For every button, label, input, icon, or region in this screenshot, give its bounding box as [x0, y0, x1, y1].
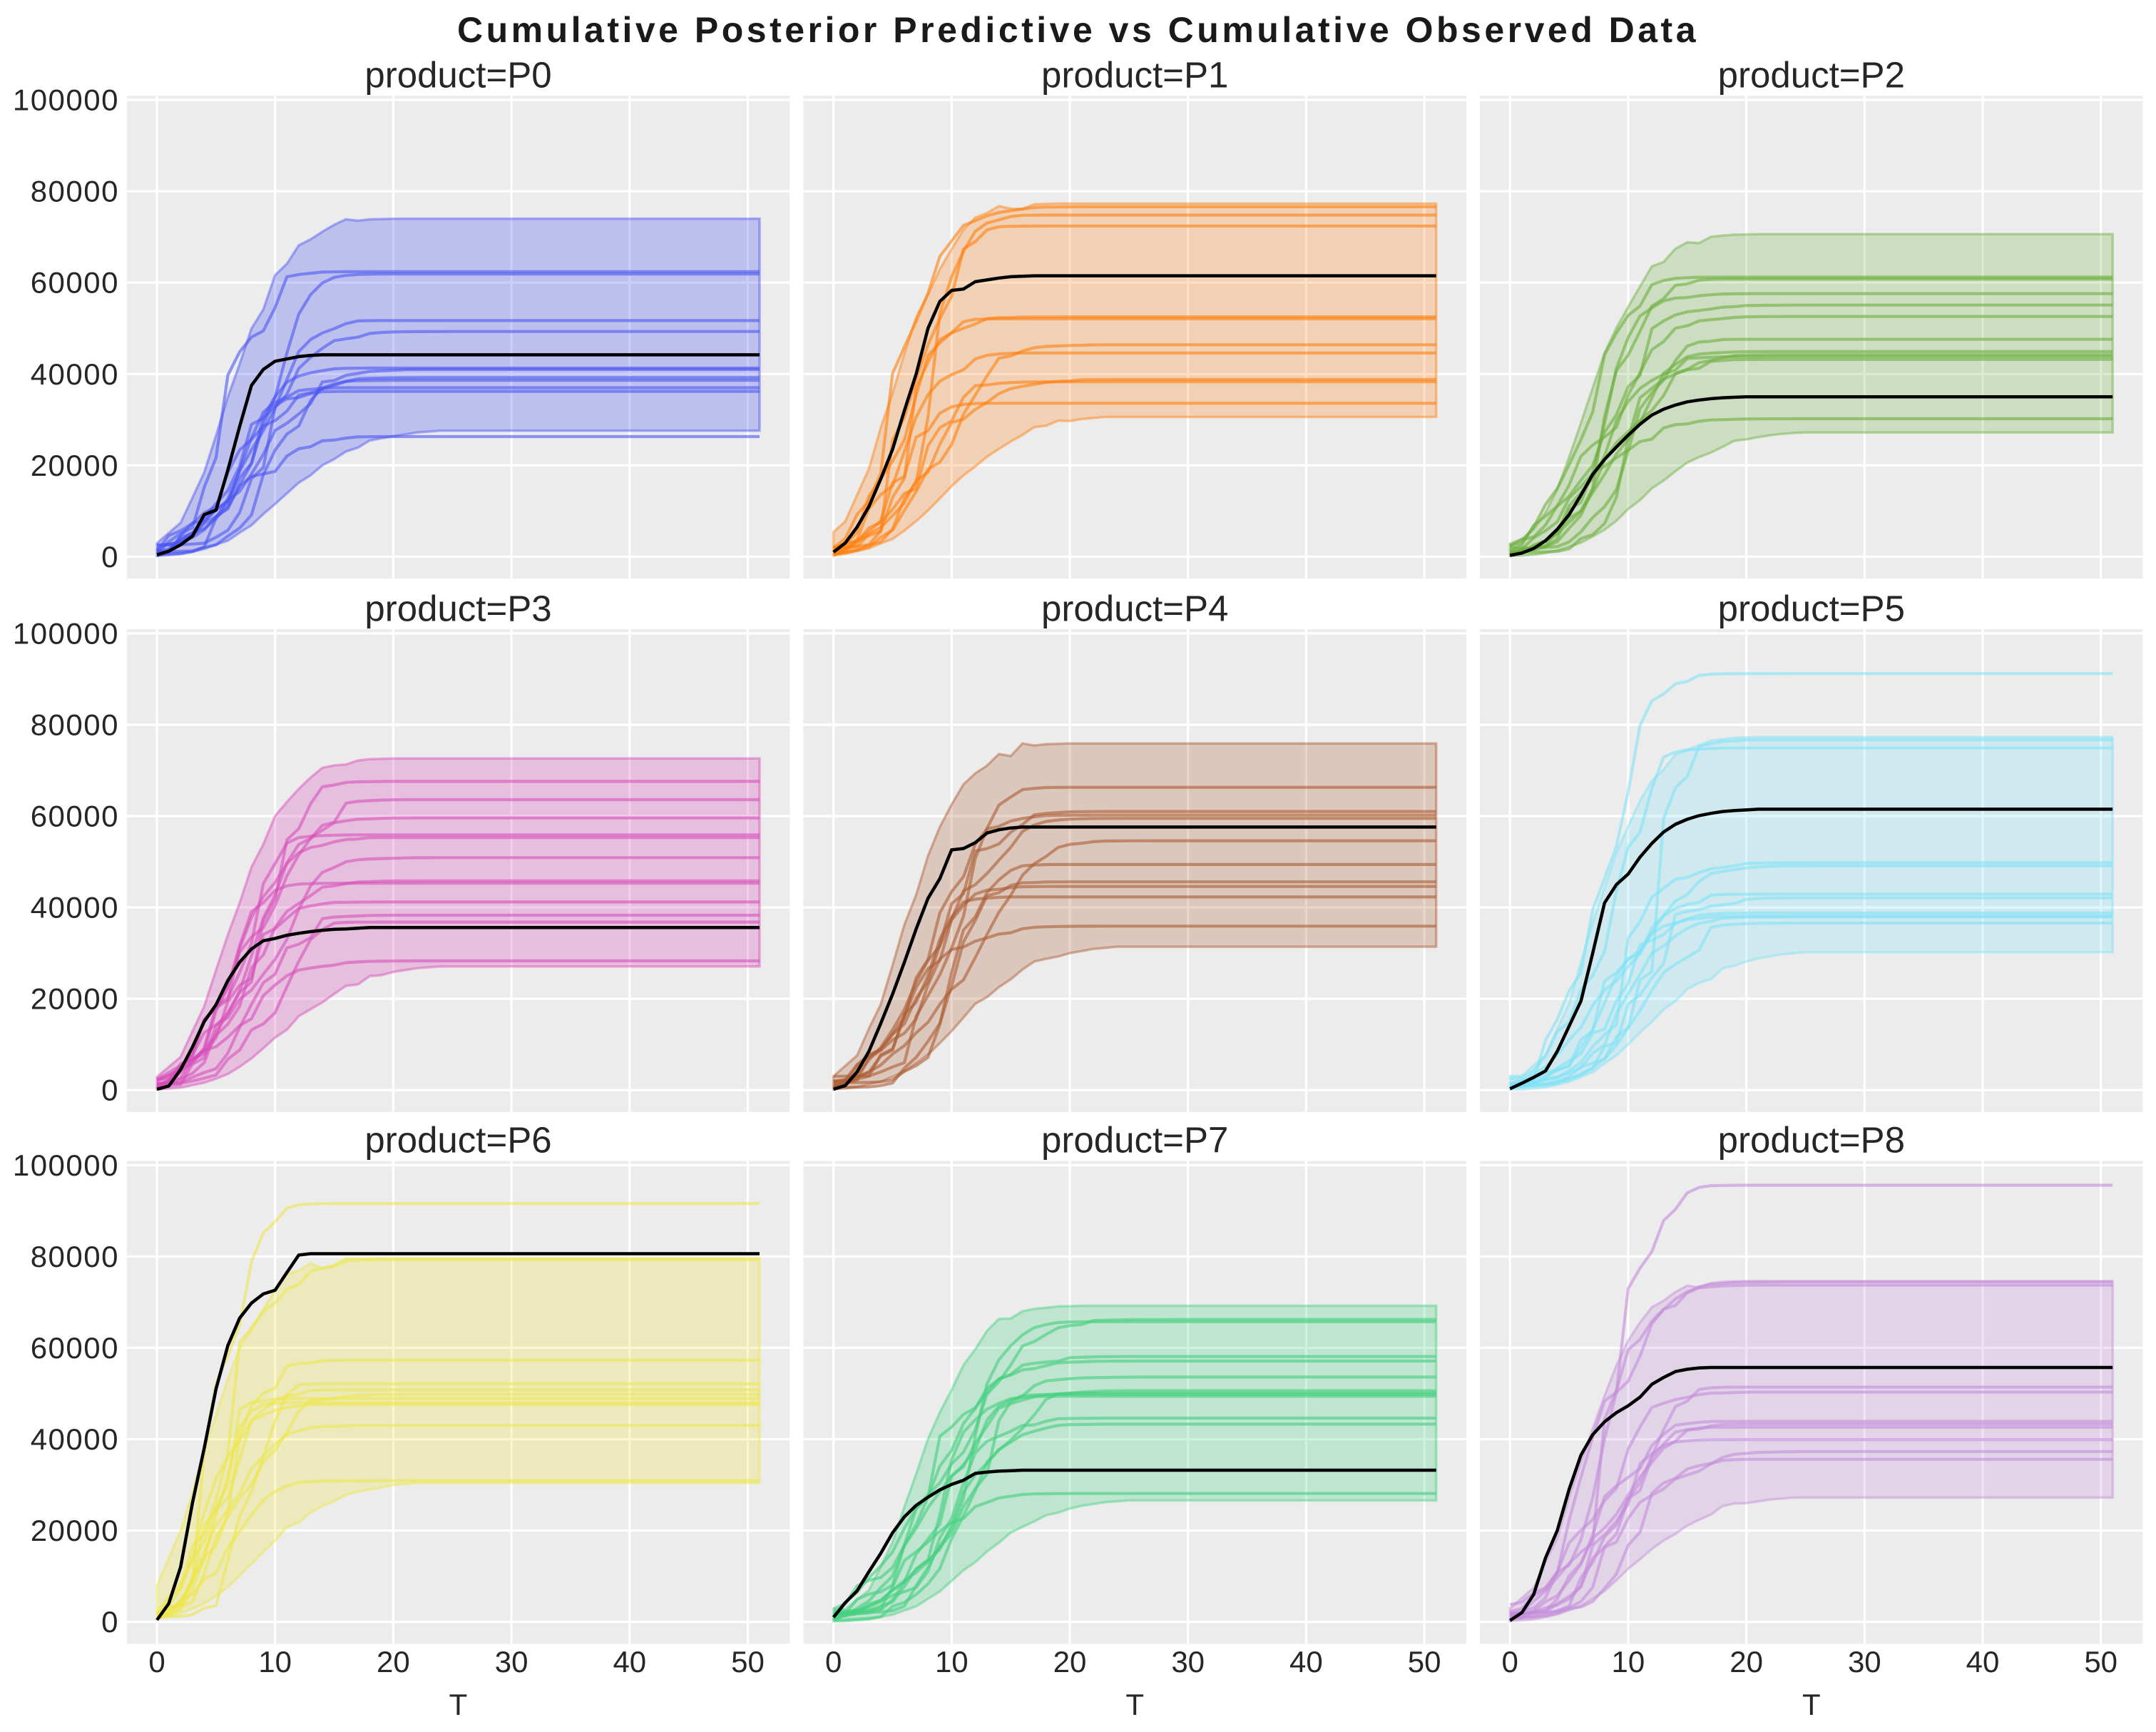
- svg-text:40: 40: [1289, 1645, 1323, 1678]
- svg-text:20000: 20000: [31, 1514, 119, 1547]
- svg-text:20: 20: [1053, 1645, 1087, 1678]
- svg-text:80000: 80000: [31, 175, 119, 208]
- svg-text:20000: 20000: [31, 982, 119, 1016]
- svg-text:80000: 80000: [31, 1240, 119, 1273]
- svg-text:product=P4: product=P4: [1041, 588, 1228, 628]
- svg-text:50: 50: [731, 1645, 765, 1678]
- svg-text:100000: 100000: [13, 1148, 119, 1182]
- svg-text:30: 30: [1848, 1645, 1881, 1678]
- svg-text:product=P6: product=P6: [364, 1120, 551, 1161]
- svg-text:0: 0: [825, 1645, 842, 1678]
- svg-text:10: 10: [258, 1645, 292, 1678]
- svg-text:50: 50: [1408, 1645, 1441, 1678]
- svg-text:50: 50: [2084, 1645, 2117, 1678]
- svg-text:T: T: [449, 1688, 468, 1721]
- svg-text:40: 40: [613, 1645, 646, 1678]
- svg-text:100000: 100000: [13, 83, 119, 117]
- svg-text:100000: 100000: [13, 616, 119, 650]
- svg-text:20000: 20000: [31, 449, 119, 482]
- svg-text:product=P7: product=P7: [1041, 1120, 1228, 1161]
- svg-text:0: 0: [1502, 1645, 1518, 1678]
- svg-text:product=P3: product=P3: [364, 588, 551, 628]
- svg-text:20: 20: [1730, 1645, 1763, 1678]
- svg-text:40: 40: [1966, 1645, 2000, 1678]
- svg-text:product=P2: product=P2: [1718, 55, 1905, 96]
- svg-text:Cumulative Posterior Predictiv: Cumulative Posterior Predictive vs Cumul…: [457, 10, 1699, 50]
- svg-text:20: 20: [377, 1645, 410, 1678]
- svg-text:T: T: [1125, 1688, 1144, 1721]
- svg-text:product=P1: product=P1: [1041, 55, 1228, 96]
- svg-text:40000: 40000: [31, 891, 119, 924]
- svg-text:30: 30: [1171, 1645, 1205, 1678]
- svg-text:product=P8: product=P8: [1718, 1120, 1905, 1161]
- svg-text:30: 30: [495, 1645, 528, 1678]
- svg-text:40000: 40000: [31, 357, 119, 391]
- svg-text:60000: 60000: [31, 1331, 119, 1365]
- svg-text:40000: 40000: [31, 1422, 119, 1456]
- svg-text:0: 0: [101, 1074, 119, 1107]
- svg-text:T: T: [1802, 1688, 1821, 1721]
- svg-text:product=P5: product=P5: [1718, 588, 1905, 628]
- svg-text:0: 0: [101, 540, 119, 574]
- svg-text:product=P0: product=P0: [364, 55, 551, 96]
- svg-text:60000: 60000: [31, 800, 119, 833]
- svg-text:0: 0: [148, 1645, 165, 1678]
- svg-text:0: 0: [101, 1605, 119, 1639]
- svg-text:60000: 60000: [31, 266, 119, 300]
- svg-text:10: 10: [935, 1645, 969, 1678]
- svg-text:10: 10: [1612, 1645, 1645, 1678]
- svg-text:80000: 80000: [31, 708, 119, 742]
